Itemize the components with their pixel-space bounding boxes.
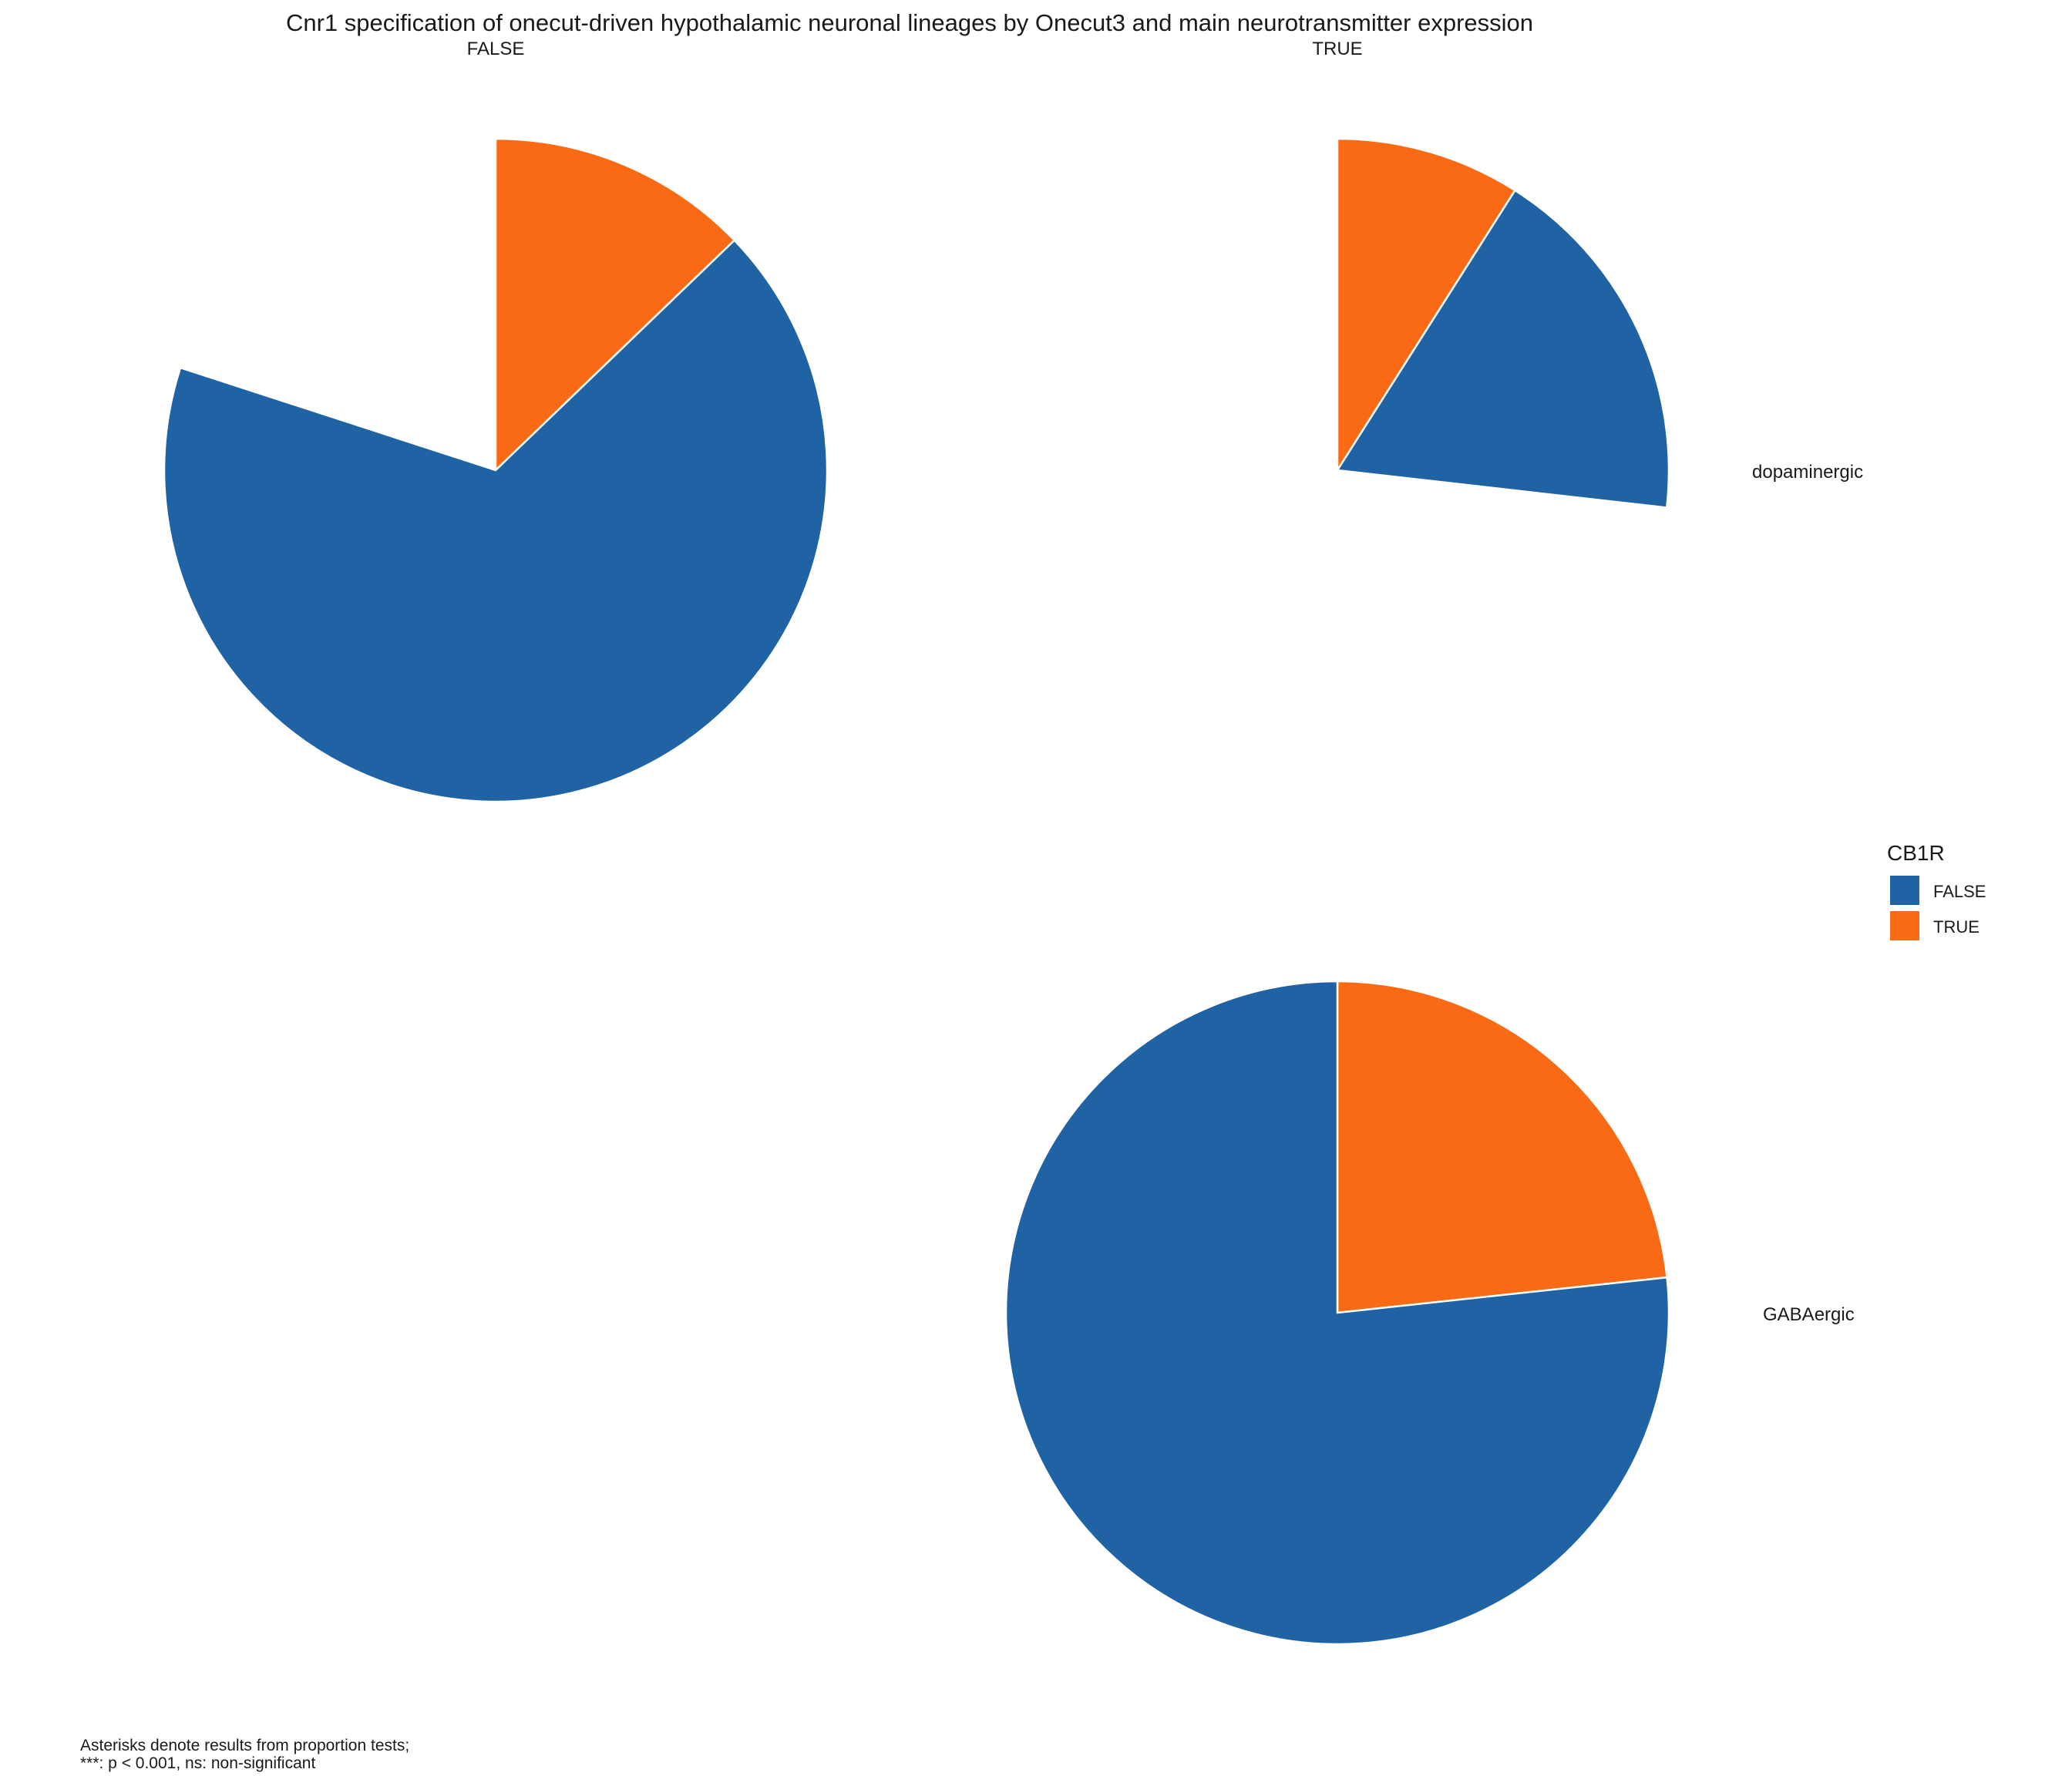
caption-line-2: ***: p < 0.001, ns: non-significant bbox=[80, 1754, 315, 1772]
pie-slice-true-gabaergic-false bbox=[1004, 980, 1670, 1646]
column-label-true: TRUE bbox=[1312, 39, 1362, 59]
column-label-false: FALSE bbox=[467, 39, 525, 59]
chart-title: Cnr1 specification of onecut-driven hypo… bbox=[286, 9, 1533, 36]
pie-slice-true-dopaminergic-false bbox=[1336, 189, 1670, 509]
legend-title: CB1R bbox=[1887, 841, 1945, 865]
caption-line-1: Asterisks denote results from proportion… bbox=[80, 1737, 409, 1754]
pie-slice-false-dopaminergic-true bbox=[494, 137, 735, 472]
legend-swatch-true bbox=[1890, 911, 1919, 940]
pie-slice-true-gabaergic-true bbox=[1336, 980, 1668, 1314]
legend-label-false: FALSE bbox=[1933, 882, 1986, 901]
pie-slices bbox=[163, 137, 1670, 1646]
pie-slice-false-dopaminergic-false bbox=[163, 239, 829, 803]
legend-label-true: TRUE bbox=[1933, 917, 1980, 937]
legend-swatch-false bbox=[1890, 876, 1919, 905]
row-label-dopaminergic: dopaminergic bbox=[1752, 462, 1863, 483]
legend: CB1R FALSE TRUE bbox=[1887, 841, 1986, 940]
row-label-gabaergic: GABAergic bbox=[1763, 1304, 1855, 1325]
pie-slice-true-dopaminergic-true bbox=[1336, 137, 1516, 472]
